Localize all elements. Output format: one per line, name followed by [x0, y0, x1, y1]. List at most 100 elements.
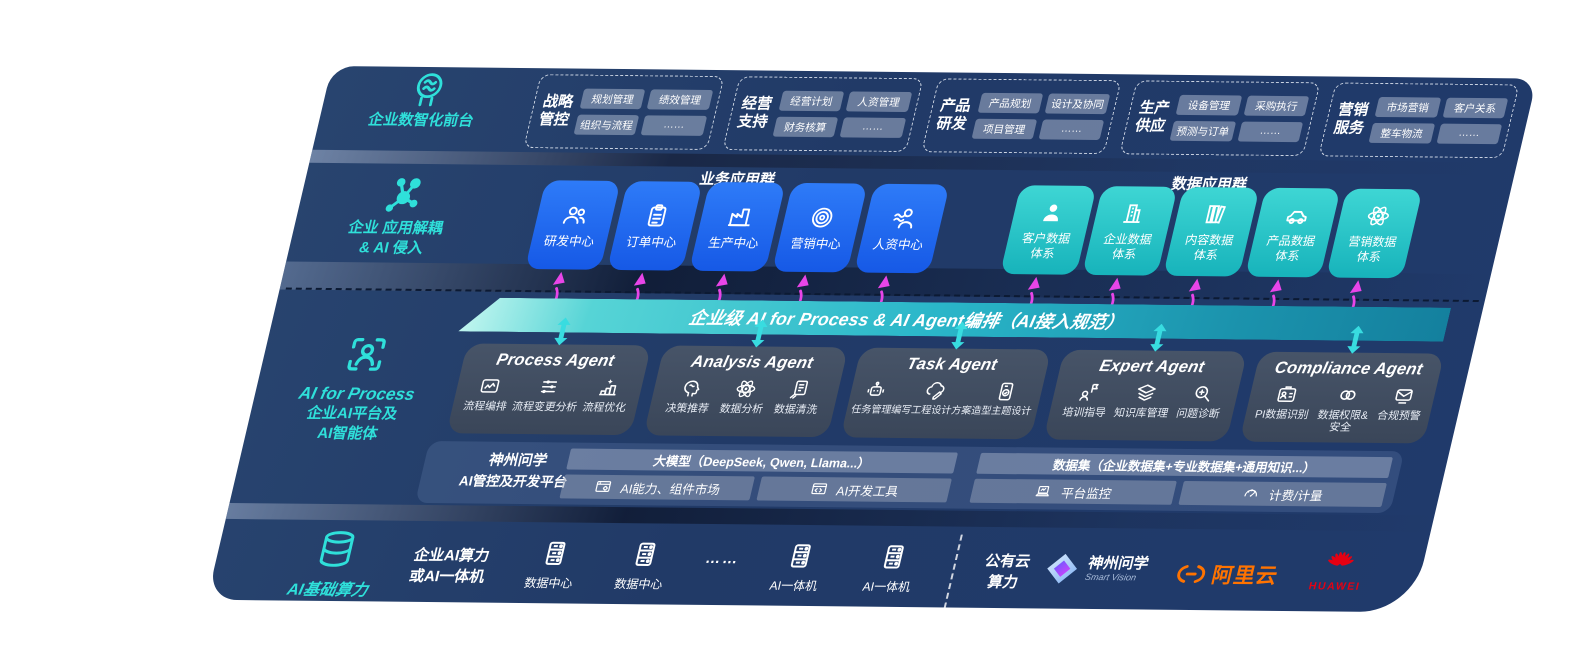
chip: 产品规划: [977, 92, 1044, 114]
data-box-product: 产品数据体系: [1244, 187, 1342, 278]
cell-label: 平台监控: [1059, 486, 1113, 501]
apps-label-line1: 企业 应用解耦: [346, 219, 445, 238]
books-icon: [1199, 201, 1231, 227]
cell-label: 计费/计量: [1267, 488, 1325, 503]
chip: 设计及协同: [1044, 93, 1111, 115]
app-box-label: 人资中心: [871, 237, 925, 252]
agent-item-label: 编写工程设计方案: [889, 404, 973, 417]
agent-item-label: 任务管理: [849, 404, 893, 416]
ai-devtools-cell: AI开发工具: [756, 476, 952, 503]
chip: ……: [640, 115, 708, 136]
window-code-icon: [808, 480, 830, 498]
huawei-logo: HUAWEI: [1307, 550, 1368, 593]
chip: 财务核算: [772, 116, 839, 138]
cell-label: AI能力、组件市场: [619, 481, 722, 497]
ai-appliance-node: AI一体机: [861, 542, 921, 595]
data-box-label: 内容数据体系: [1183, 233, 1235, 262]
front-groups: 战略管控 规划管理 绩效管理 组织与流程 …… 经营支持 经营计划 人资管理 财…: [523, 74, 1520, 159]
person-scan-icon: [339, 332, 393, 376]
linked-rings-icon: [1333, 384, 1361, 407]
model-bar: 大模型（DeepSeek, Qwen, Llama...）: [566, 448, 959, 474]
business-app-row: 研发中心 订单中心 生产中心 营销中心 人资中心: [524, 180, 950, 274]
server-icon: [875, 542, 912, 572]
app-box-label: 研发中心: [542, 233, 596, 249]
agent-item-label: 培训指导: [1061, 406, 1108, 420]
car-icon: [1281, 202, 1313, 228]
agent-item-label: 合规预警: [1375, 409, 1422, 423]
front-label: 企业数智化前台: [366, 111, 476, 130]
apps-rail: 企业 应用解耦 & AI 侵入: [301, 172, 496, 260]
agent-item-label: 流程优化: [581, 401, 628, 415]
data-clean-doc-icon: [786, 378, 814, 401]
agent-item-label: 造型主题设计: [969, 405, 1033, 418]
node-label: AI一体机: [768, 578, 819, 594]
cell-label: AI开发工具: [834, 483, 900, 499]
tablet-check-icon: [992, 380, 1020, 403]
server-icon: [537, 538, 574, 568]
trainer-flag-icon: [1075, 381, 1103, 404]
app-box-label: 订单中心: [624, 234, 679, 250]
cloud-line1: 公有云: [983, 552, 1033, 571]
app-box-production-center: 生产中心: [689, 181, 786, 272]
expert-agent-card: Expert Agent 培训指导 知识库管理 问题诊断: [1042, 350, 1248, 442]
front-group-marketing: 营销服务 市场营销 客户关系 整车物流 ……: [1318, 82, 1520, 159]
agent-title: Analysis Agent: [689, 352, 816, 373]
agent-item-label: PI数据识别: [1253, 408, 1310, 422]
molecule-icon: [375, 173, 432, 219]
group-title: 营销服务: [1332, 101, 1371, 137]
agent-title: Process Agent: [494, 350, 617, 370]
person-wave-icon: [888, 204, 921, 231]
front-group-product: 产品研发 产品规划 设计及协同 项目管理 ……: [920, 78, 1122, 155]
group-title: 经营支持: [735, 95, 774, 131]
id-card-icon: [1272, 383, 1300, 406]
chip: 人资管理: [845, 91, 912, 113]
analysis-agent-card: Analysis Agent 决策推荐 数据分析 数据清洗: [643, 345, 848, 438]
diamond-logo-icon: [1041, 552, 1083, 586]
datacenter-node: 数据中心: [613, 539, 673, 592]
chip: 采购执行: [1243, 95, 1310, 117]
ai-label-en: AI for Process: [297, 383, 417, 404]
platform-monitor-cell: 平台监控: [969, 478, 1177, 505]
app-box-hr-center: 人资中心: [853, 183, 950, 274]
chip: 绩效管理: [647, 89, 714, 110]
chip: 整车物流: [1368, 122, 1435, 144]
cloud-edit-icon: [922, 379, 950, 402]
atom-icon: [1363, 203, 1395, 229]
chip: 规划管理: [579, 88, 646, 110]
enterprise-compute-label: 企业AI算力 或AI一体机: [407, 545, 492, 588]
ai-rail: AI for Process 企业AI平台及 AI智能体: [257, 332, 458, 446]
billing-cell: 计费/计量: [1178, 480, 1387, 508]
ellipsis-label: ……: [703, 549, 742, 568]
group-title: 产品研发: [934, 97, 973, 133]
ai-appliance-node: AI一体机: [768, 541, 828, 594]
agent-item-label: 流程变更分析: [510, 400, 579, 414]
chip: 客户关系: [1442, 97, 1509, 119]
data-box-label: 营销数据体系: [1346, 234, 1399, 264]
cloud-line2: 算力: [985, 573, 1020, 592]
public-cloud-label: 公有云 算力: [978, 551, 1033, 593]
data-box-marketing: 营销数据体系: [1326, 188, 1423, 279]
platform-panel: 神州问学 AI管控及开发平台 大模型（DeepSeek, Qwen, Llama…: [414, 441, 1405, 514]
ai-label-line3: AI智能体: [315, 425, 380, 443]
node-label: 数据中心: [612, 577, 665, 592]
dataset-bar: 数据集（企业数据集+专业数据集+通用知识...）: [976, 452, 1394, 479]
huawei-name: HUAWEI: [1307, 580, 1362, 593]
infra-band: AI基础算力 企业AI算力 或AI一体机 数据中心 数据中心 ……: [207, 519, 1431, 612]
server-icon: [782, 541, 819, 571]
diagram-canvas: 企业数智化前台 战略管控 规划管理 绩效管理 组织与流程 …… 经营支持 经营计…: [206, 66, 1537, 613]
decision-head-icon: [678, 377, 706, 400]
compute-line2: 或AI一体机: [407, 567, 487, 586]
atom-icon: [732, 377, 760, 400]
group-title: 战略管控: [536, 93, 576, 129]
gauge-icon: [1240, 485, 1262, 503]
brain-head-icon: [402, 69, 454, 111]
sliders-icon: [535, 375, 563, 398]
aliyun-name: 阿里云: [1209, 564, 1281, 588]
ai-capability-cell: AI能力、组件市场: [559, 474, 755, 501]
agent-item-label: 知识库管理: [1112, 407, 1170, 420]
database-icon: [311, 528, 363, 570]
data-box-enterprise: 企业数据体系: [1081, 186, 1178, 276]
building-icon: [1118, 200, 1150, 226]
server-icon: [627, 539, 664, 569]
